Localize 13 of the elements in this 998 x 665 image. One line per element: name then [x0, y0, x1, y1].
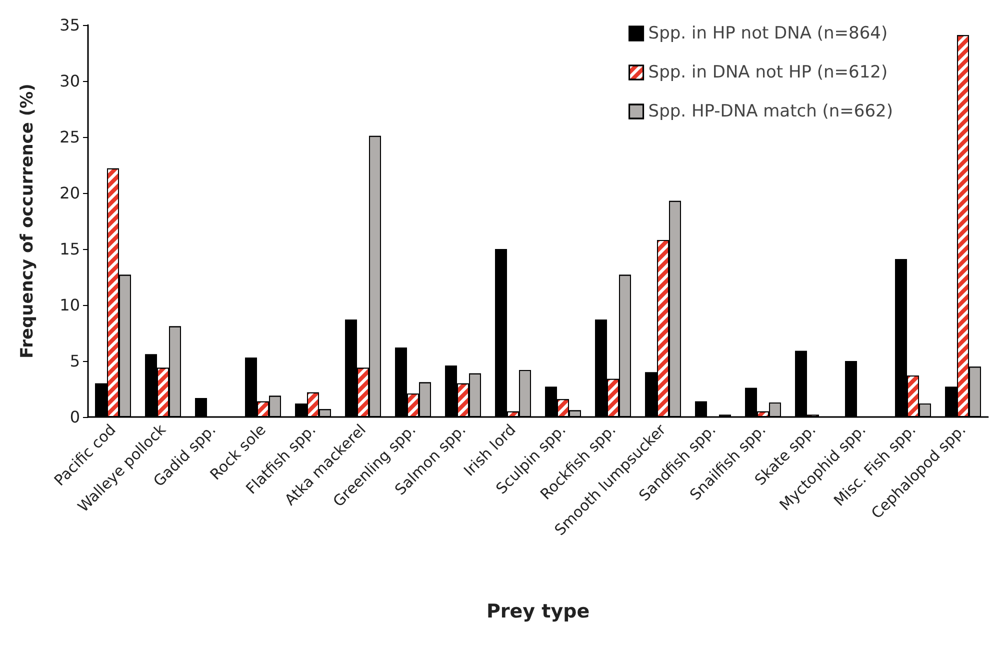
y-tick-label: 15	[60, 240, 80, 258]
y-tick-label: 10	[60, 296, 80, 314]
y-tick-label: 30	[60, 72, 80, 90]
legend-label: Spp. in DNA not HP (n=612)	[648, 62, 888, 82]
y-tick-label: 5	[70, 352, 80, 370]
x-axis-title: Prey type	[486, 600, 590, 622]
y-tick-label: 20	[60, 184, 80, 202]
y-tick-label: 35	[60, 16, 80, 34]
legend-label: Spp. HP-DNA match (n=662)	[648, 102, 894, 122]
y-axis-title: Frequency of occurrence (%)	[18, 84, 38, 358]
y-tick-label: 25	[60, 128, 80, 146]
legend-label: Spp. in HP not DNA (n=864)	[648, 24, 888, 44]
y-tick-label: 0	[70, 408, 80, 426]
